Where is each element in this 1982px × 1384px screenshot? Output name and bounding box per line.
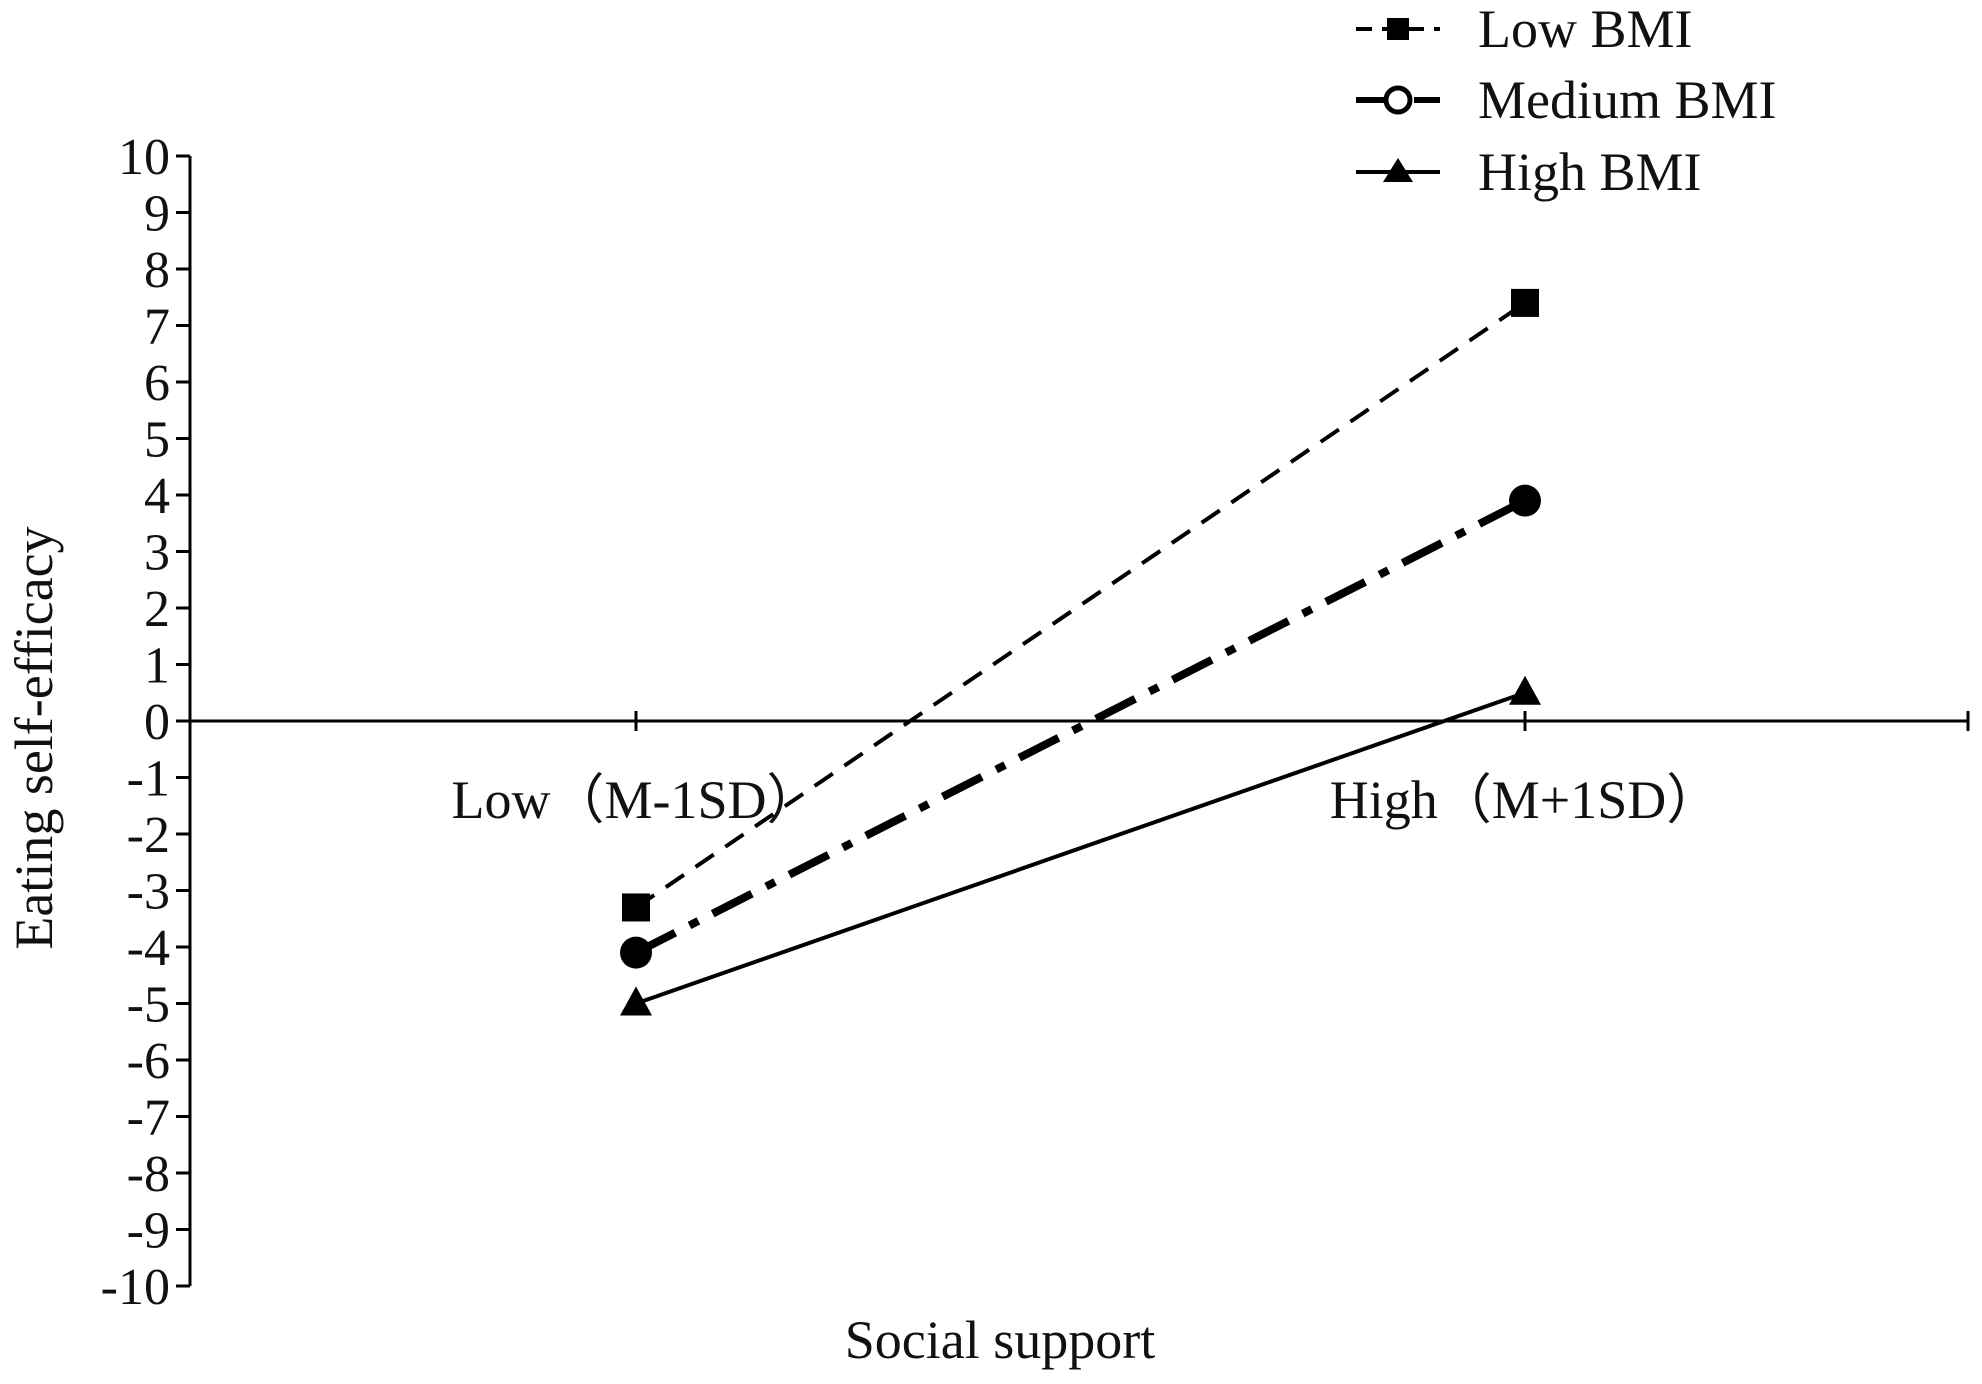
y-tick-label: -6 [127, 1033, 170, 1090]
y-tick-label: -5 [127, 977, 170, 1034]
series-layer [620, 288, 1541, 1016]
legend-circle-marker-icon [1383, 85, 1413, 115]
y-tick-label: -1 [127, 751, 170, 808]
y-tick-label: 3 [144, 525, 170, 582]
data-point-circle [620, 936, 652, 969]
y-tick-label: 8 [144, 242, 170, 299]
series-line [634, 497, 1527, 957]
legend-square-marker-icon [1387, 18, 1409, 40]
legend-item-low-bmi: Low BMI [1356, 0, 1693, 59]
x-category-label: High（M+1SD） [1330, 770, 1721, 830]
legend-triangle-marker-icon [1383, 158, 1413, 182]
data-point-triangle [620, 986, 652, 1016]
y-tick-label: 2 [144, 581, 170, 638]
x-axis-title: Social support [845, 1310, 1155, 1370]
y-tick-label: 6 [144, 355, 170, 412]
y-axis-title: Eating self-efficacy [4, 526, 64, 949]
y-tick-label: 5 [144, 412, 170, 469]
y-tick-label: -10 [101, 1259, 170, 1316]
y-tick-label: -8 [127, 1146, 170, 1203]
legend-label-medium-bmi: Medium BMI [1478, 70, 1777, 130]
y-tick-label: 1 [144, 638, 170, 695]
legend-label-high-bmi: High BMI [1478, 142, 1702, 202]
data-point-triangle [1509, 675, 1541, 705]
data-point-circle [1509, 484, 1541, 517]
y-tick-label: 0 [144, 694, 170, 751]
series-line [635, 690, 1526, 1006]
y-tick-label: 9 [144, 186, 170, 243]
legend-item-medium-bmi: Medium BMI [1356, 70, 1777, 130]
y-tick-label: 7 [144, 299, 170, 356]
data-point-square [1511, 288, 1539, 317]
legend-item-high-bmi: High BMI [1356, 142, 1702, 202]
y-tick-label: -4 [127, 920, 170, 977]
y-tick-label: 10 [118, 129, 170, 186]
legend: Low BMI Medium BMI High BMI [1356, 0, 1777, 202]
y-tick-label: -3 [127, 864, 170, 921]
x-axis-ticks: Low（M-1SD） High（M+1SD） [451, 711, 1720, 830]
y-tick-label: -7 [127, 1090, 170, 1147]
y-tick-label: 4 [144, 468, 170, 525]
x-category-label: Low（M-1SD） [451, 770, 820, 830]
data-point-square [622, 893, 650, 922]
legend-label-low-bmi: Low BMI [1478, 0, 1693, 59]
y-tick-label: -2 [127, 807, 170, 864]
y-tick-label: -9 [127, 1203, 170, 1260]
